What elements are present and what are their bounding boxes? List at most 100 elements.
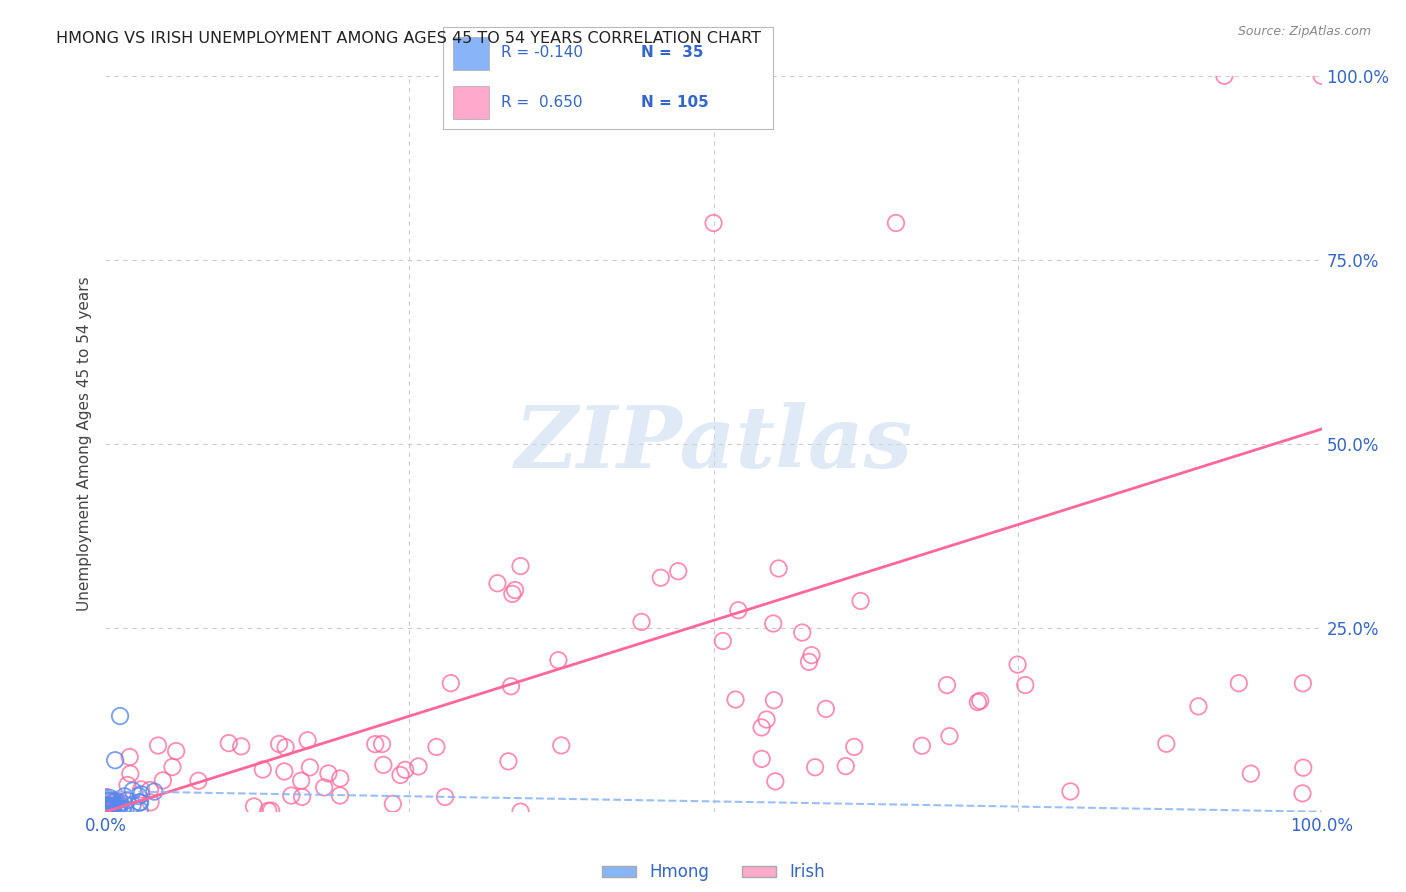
Point [129, 796, 152, 810]
Point [792, 625, 814, 640]
Point [103, 798, 125, 813]
Point [120, 766, 142, 780]
Point [1292, 676, 1315, 690]
Point [103, 795, 125, 809]
Point [911, 739, 934, 753]
Point [280, 789, 302, 803]
Point [381, 797, 404, 811]
Point [260, 804, 283, 818]
Point [98, 802, 121, 816]
Point [97, 798, 120, 813]
Point [763, 774, 786, 789]
Point [101, 794, 124, 808]
Point [550, 739, 572, 753]
Point [267, 737, 290, 751]
Point [762, 616, 785, 631]
Text: R =  0.650: R = 0.650 [501, 95, 582, 110]
Point [98, 799, 121, 814]
Point [97, 803, 120, 817]
Point [117, 778, 139, 792]
Point [128, 789, 150, 803]
Point [128, 803, 150, 817]
Point [1213, 69, 1236, 83]
Point [711, 634, 734, 648]
Point [499, 679, 522, 693]
Point [797, 655, 820, 669]
Point [291, 789, 314, 804]
Point [373, 757, 395, 772]
Point [98, 793, 121, 807]
Point [100, 802, 122, 816]
Bar [453, 87, 489, 119]
Point [329, 789, 352, 803]
Point [98, 802, 121, 816]
Point [364, 737, 387, 751]
Point [108, 709, 131, 723]
Point [1014, 678, 1036, 692]
Point [547, 653, 569, 667]
Point [117, 793, 139, 807]
Point [727, 603, 749, 617]
Point [218, 736, 240, 750]
Point [509, 559, 531, 574]
Point [884, 216, 907, 230]
Point [1240, 766, 1263, 780]
Point [389, 768, 412, 782]
Point [938, 729, 960, 743]
Point [501, 587, 523, 601]
Point [98, 799, 121, 814]
Point [666, 564, 689, 578]
Point [111, 802, 134, 816]
Text: N =  35: N = 35 [641, 45, 703, 61]
Y-axis label: Unemployment Among Ages 45 to 54 years: Unemployment Among Ages 45 to 54 years [76, 277, 91, 611]
Point [98, 802, 121, 816]
Point [1291, 786, 1313, 800]
Text: R = -0.140: R = -0.140 [501, 45, 582, 61]
Point [503, 582, 526, 597]
Point [936, 678, 959, 692]
Point [650, 571, 672, 585]
Point [835, 759, 858, 773]
Point [97, 797, 120, 812]
Point [139, 795, 162, 809]
Point [98, 794, 121, 808]
Point [98, 804, 121, 818]
Text: HMONG VS IRISH UNEMPLOYMENT AMONG AGES 45 TO 54 YEARS CORRELATION CHART: HMONG VS IRISH UNEMPLOYMENT AMONG AGES 4… [56, 31, 761, 46]
Point [630, 615, 652, 629]
Point [96, 790, 118, 805]
Point [1187, 699, 1209, 714]
Point [966, 695, 988, 709]
Point [509, 805, 531, 819]
Legend: Hmong, Irish: Hmong, Irish [596, 856, 831, 888]
Point [139, 783, 162, 797]
Point [165, 744, 187, 758]
Point [231, 739, 253, 754]
Point [243, 799, 266, 814]
Point [152, 773, 174, 788]
Point [1292, 761, 1315, 775]
Point [1310, 69, 1333, 83]
Point [257, 804, 280, 818]
Point [768, 561, 790, 575]
Point [274, 740, 297, 755]
Text: N = 105: N = 105 [641, 95, 709, 110]
Point [107, 799, 129, 814]
Point [329, 772, 352, 786]
Point [849, 594, 872, 608]
Point [1156, 737, 1178, 751]
Point [162, 760, 184, 774]
Text: Source: ZipAtlas.com: Source: ZipAtlas.com [1237, 25, 1371, 38]
Point [290, 773, 312, 788]
Point [97, 792, 120, 806]
Point [318, 766, 340, 780]
Point [110, 796, 132, 810]
Point [105, 793, 128, 807]
Point [94, 801, 117, 815]
Bar [453, 37, 489, 70]
Point [103, 805, 125, 819]
Point [408, 759, 430, 773]
Point [143, 784, 166, 798]
Point [804, 760, 827, 774]
Point [814, 702, 837, 716]
Point [121, 783, 143, 797]
